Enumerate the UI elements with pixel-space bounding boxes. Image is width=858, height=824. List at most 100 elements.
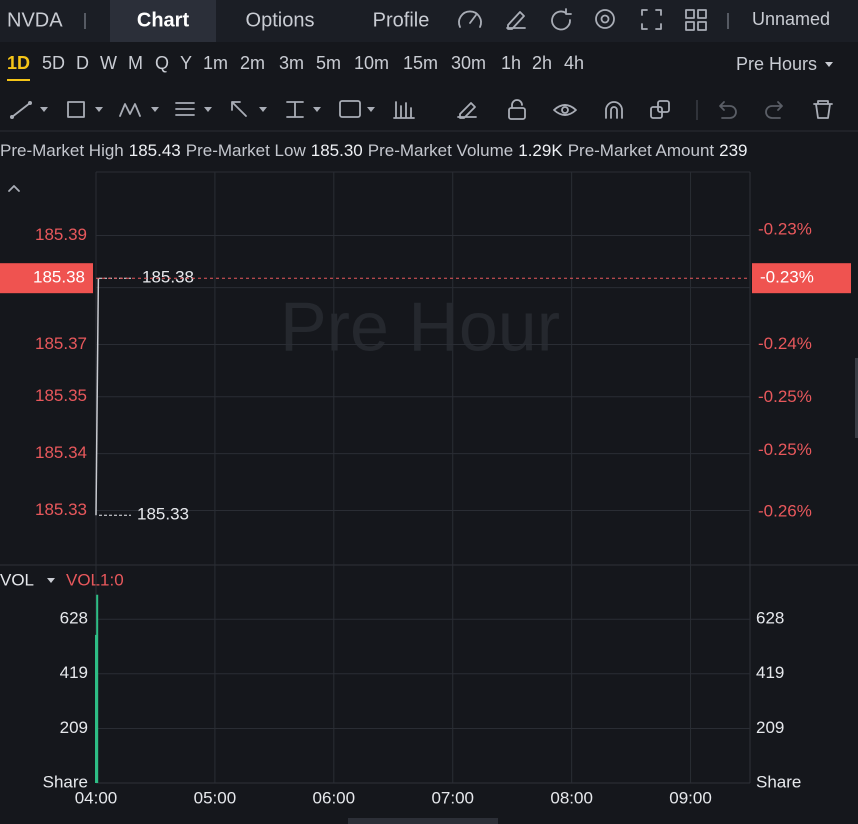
y2-tick-label: 209 bbox=[756, 718, 784, 737]
scroll-handle[interactable] bbox=[855, 358, 858, 438]
x-tick-label: 05:00 bbox=[194, 788, 237, 807]
layout-name[interactable]: Unnamed bbox=[752, 9, 830, 29]
timeframe[interactable]: 1D bbox=[7, 53, 30, 73]
magnet-tool[interactable] bbox=[605, 101, 623, 119]
timeframe[interactable]: 10m bbox=[354, 53, 389, 73]
timeframe[interactable]: 4h bbox=[564, 53, 584, 73]
volume-bar bbox=[96, 594, 99, 783]
rect-tool[interactable] bbox=[67, 101, 103, 118]
timeframe[interactable]: 2m bbox=[240, 53, 265, 73]
y-tick-label: 185.34 bbox=[35, 443, 87, 462]
redo-tool[interactable] bbox=[765, 101, 783, 119]
timeframe[interactable]: 1m bbox=[203, 53, 228, 73]
y-tick-label: 628 bbox=[60, 609, 88, 628]
timeframe[interactable]: 30m bbox=[451, 53, 486, 73]
y2-tick-label: 419 bbox=[756, 663, 784, 682]
pen-tool[interactable] bbox=[457, 102, 477, 119]
timeframe[interactable]: W bbox=[100, 53, 117, 73]
x-tick-label: 04:00 bbox=[75, 788, 118, 807]
session-select[interactable]: Pre Hours bbox=[736, 54, 817, 74]
timeframe[interactable]: M bbox=[128, 53, 143, 73]
tab[interactable]: Options bbox=[246, 9, 315, 31]
arrow-tool[interactable] bbox=[231, 101, 267, 117]
x-tick-label: 09:00 bbox=[669, 788, 712, 807]
dropdown-arrow bbox=[47, 578, 55, 583]
tab[interactable]: Chart bbox=[137, 9, 190, 31]
indicator-name[interactable]: VOL bbox=[0, 570, 34, 589]
y2-tick-label: 628 bbox=[756, 609, 784, 628]
x-tick-label: 08:00 bbox=[550, 788, 593, 807]
fullscreen-icon[interactable] bbox=[641, 9, 662, 30]
delete-tool[interactable] bbox=[813, 100, 833, 119]
info-label: Pre-Market High bbox=[0, 141, 124, 160]
y-tick-label: Share bbox=[43, 772, 88, 791]
last-price-tag bbox=[0, 263, 93, 294]
y2-tick-label: -0.23% bbox=[758, 220, 812, 239]
y-tick-label: 185.33 bbox=[35, 500, 87, 519]
timeframe[interactable]: Y bbox=[180, 53, 192, 73]
layout-icon[interactable] bbox=[685, 9, 707, 31]
volume-bar bbox=[95, 634, 97, 783]
y-tick-label: 419 bbox=[60, 663, 88, 682]
visibility-tool[interactable] bbox=[553, 104, 577, 116]
y2-tick-label: -0.26% bbox=[758, 502, 812, 521]
measure-tool[interactable] bbox=[286, 101, 321, 118]
timeframe[interactable]: 15m bbox=[403, 53, 438, 73]
y-tick-label: 185.35 bbox=[35, 386, 87, 405]
info-value: 185.30 bbox=[311, 141, 363, 160]
y-tick-label: 209 bbox=[60, 718, 88, 737]
timeframe-row: 1D 5D D W M Q Y 1m 2m 3m 5m 10m 15m 30m 1h 2h 4h bbox=[7, 53, 584, 73]
annotation-label: 185.33 bbox=[137, 505, 189, 524]
timeframe[interactable]: 1h bbox=[501, 53, 521, 73]
toolbar bbox=[10, 99, 833, 120]
symbol[interactable]: NVDA bbox=[7, 9, 63, 31]
timeframe[interactable]: Q bbox=[155, 53, 169, 73]
time-scroll[interactable] bbox=[348, 818, 498, 824]
info-label: Pre-Market Low bbox=[186, 141, 307, 160]
tab[interactable]: Profile bbox=[373, 9, 430, 31]
chart-area: VOL VOL1:0 04:00 05:00 06:00 07:00 08:00 09:0… bbox=[0, 171, 858, 824]
collapse-icon[interactable] bbox=[8, 185, 20, 192]
watermark: Pre Hour bbox=[280, 287, 560, 365]
info-label: Pre-Market Volume bbox=[368, 141, 514, 160]
active-tab-bg bbox=[110, 0, 216, 42]
y2-tick-label: Share bbox=[756, 772, 801, 791]
clone-tool[interactable] bbox=[650, 100, 670, 119]
y2-tick-label: -0.25% bbox=[758, 387, 812, 406]
y2-tick-label: -0.25% bbox=[758, 440, 812, 459]
last-change-tag bbox=[752, 263, 851, 294]
info-bar: Pre-Market High 185.43 Pre-Market Low 185.3… bbox=[0, 141, 748, 160]
last-change-label: -0.23% bbox=[760, 268, 814, 287]
timeframe[interactable]: 5m bbox=[316, 53, 341, 73]
timeframe[interactable]: 5D bbox=[42, 53, 65, 73]
info-label: Pre-Market Amount bbox=[568, 141, 715, 160]
pattern-tool[interactable] bbox=[119, 103, 159, 117]
timeframe[interactable]: 3m bbox=[279, 53, 304, 73]
gauge-icon[interactable] bbox=[458, 10, 482, 28]
dropdown-arrow bbox=[825, 62, 833, 67]
info-value: 1.29K bbox=[518, 141, 563, 160]
timeframe[interactable]: 2h bbox=[532, 53, 552, 73]
refresh-icon[interactable] bbox=[551, 8, 572, 31]
annotation-label: 185.38 bbox=[142, 268, 194, 287]
info-value: 185.43 bbox=[129, 141, 181, 160]
info-value: 239 bbox=[719, 141, 747, 160]
y-tick-label: 185.39 bbox=[35, 225, 87, 244]
undo-tool[interactable] bbox=[719, 101, 737, 119]
indicator-tool[interactable] bbox=[393, 101, 415, 119]
timeframe[interactable]: D bbox=[76, 53, 89, 73]
line-tool[interactable] bbox=[10, 101, 48, 119]
text-tool[interactable] bbox=[339, 100, 375, 118]
edit-icon[interactable] bbox=[506, 11, 526, 30]
fib-tool[interactable] bbox=[175, 102, 212, 116]
y2-tick-label: -0.24% bbox=[758, 334, 812, 353]
x-tick-label: 07:00 bbox=[431, 788, 474, 807]
settings-icon[interactable] bbox=[595, 9, 615, 29]
price-line bbox=[95, 278, 100, 516]
lock-tool[interactable] bbox=[508, 99, 526, 120]
last-price-label: 185.38 bbox=[33, 268, 85, 287]
indicator-params: VOL1:0 bbox=[66, 570, 124, 589]
y-tick-label: 185.37 bbox=[35, 334, 87, 353]
x-tick-label: 06:00 bbox=[313, 788, 356, 807]
